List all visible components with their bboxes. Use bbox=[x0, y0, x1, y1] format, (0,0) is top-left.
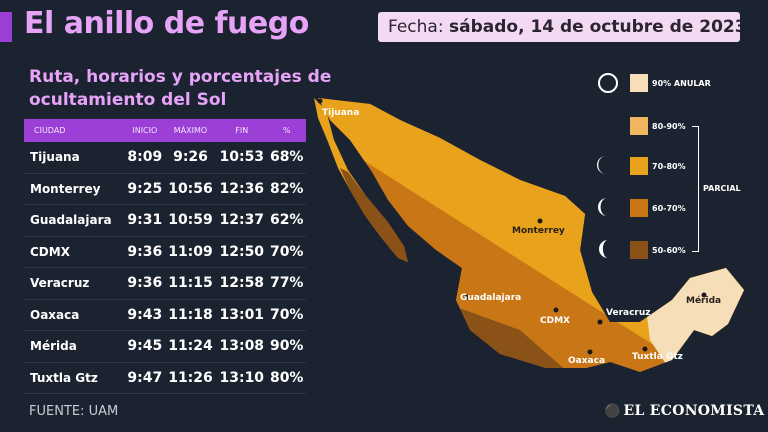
cell-end: 12:36 bbox=[216, 173, 268, 205]
legend-swatch-80-90 bbox=[630, 117, 648, 135]
cell-pct: 82% bbox=[267, 173, 306, 205]
cell-start: 9:25 bbox=[124, 173, 165, 205]
map-label-tuxtla: Tuxtla Gtz bbox=[632, 352, 683, 362]
cell-start: 9:43 bbox=[124, 299, 165, 331]
cell-city: Tijuana bbox=[24, 142, 125, 174]
legend-swatch-60-70 bbox=[630, 199, 648, 217]
legend-swatch-50-60 bbox=[630, 241, 648, 259]
cell-max: 11:09 bbox=[164, 236, 217, 268]
cell-end: 12:37 bbox=[216, 204, 268, 237]
cell-city: Mérida bbox=[24, 330, 125, 363]
cell-start: 9:36 bbox=[124, 236, 165, 268]
cell-pct: 80% bbox=[267, 362, 306, 394]
legend-swatch-70-80 bbox=[630, 157, 648, 175]
cell-start: 9:45 bbox=[124, 330, 165, 363]
cell-pct: 90% bbox=[267, 330, 306, 363]
map-label-oaxaca: Oaxaca bbox=[568, 356, 606, 366]
crescent-icon bbox=[597, 156, 606, 174]
cell-pct: 68% bbox=[267, 142, 306, 174]
table-header-row: CIUDAD INICIO MÁXIMO FIN % bbox=[24, 119, 306, 142]
cell-pct: 70% bbox=[267, 299, 306, 331]
cell-start: 9:47 bbox=[124, 362, 165, 394]
cell-end: 12:58 bbox=[216, 267, 268, 300]
legend-label-70-80: 70-80% bbox=[652, 162, 686, 171]
cell-city: Monterrey bbox=[24, 173, 125, 205]
legend-label-80-90: 80-90% bbox=[652, 122, 686, 131]
legend-swatch-annular bbox=[630, 74, 648, 92]
date-value: sábado, 14 de octubre de 2023 bbox=[448, 17, 740, 37]
subtitle: Ruta, horarios y porcentajes de ocultami… bbox=[29, 67, 332, 110]
cell-start: 8:09 bbox=[124, 142, 165, 174]
cell-start: 9:36 bbox=[124, 267, 165, 300]
table-row: Mérida 9:45 11:24 13:08 90% bbox=[24, 330, 306, 363]
col-header-pct: % bbox=[267, 119, 306, 142]
crescent-icon bbox=[598, 198, 607, 216]
cell-city: Oaxaca bbox=[24, 299, 125, 331]
map-label-monterrey: Monterrey bbox=[512, 226, 565, 236]
col-header-start: INICIO bbox=[124, 119, 165, 142]
eclipse-times-table: CIUDAD INICIO MÁXIMO FIN % Tijuana 8:09 … bbox=[24, 119, 306, 394]
cell-end: 13:08 bbox=[216, 330, 268, 363]
cell-max: 11:15 bbox=[164, 267, 217, 300]
cell-city: CDMX bbox=[24, 236, 125, 268]
table-row: CDMX 9:36 11:09 12:50 70% bbox=[24, 236, 306, 268]
annular-eclipse-icon bbox=[598, 73, 618, 93]
partial-bracket bbox=[692, 126, 699, 252]
map-label-guadalajara: Guadalajara bbox=[460, 293, 522, 303]
cell-end: 13:10 bbox=[216, 362, 268, 394]
table-row: Tijuana 8:09 9:26 10:53 68% bbox=[24, 142, 306, 174]
cell-max: 11:26 bbox=[164, 362, 217, 394]
brand-name: EL ECONOMISTA bbox=[623, 403, 765, 419]
brand-mark-icon: ⚫ bbox=[604, 404, 621, 419]
table-row: Oaxaca 9:43 11:18 13:01 70% bbox=[24, 299, 306, 331]
table-row: Tuxtla Gtz 9:47 11:26 13:10 80% bbox=[24, 362, 306, 394]
cell-end: 13:01 bbox=[216, 299, 268, 331]
legend-label-50-60: 50-60% bbox=[652, 246, 686, 255]
cell-end: 12:50 bbox=[216, 236, 268, 268]
map-label-tijuana: Tijuana bbox=[322, 108, 360, 118]
page-title: El anillo de fuego bbox=[24, 6, 309, 41]
cell-max: 11:18 bbox=[164, 299, 217, 331]
crescent-icon bbox=[597, 116, 605, 134]
cell-city: Veracruz bbox=[24, 267, 125, 300]
table-row: Guadalajara 9:31 10:59 12:37 62% bbox=[24, 204, 306, 237]
col-header-end: FIN bbox=[216, 119, 268, 142]
cell-max: 10:56 bbox=[164, 173, 217, 205]
map-label-veracruz: Veracruz bbox=[606, 308, 651, 318]
map-label-cdmx: CDMX bbox=[540, 316, 570, 326]
col-header-city: CIUDAD bbox=[24, 119, 125, 142]
table-row: Monterrey 9:25 10:56 12:36 82% bbox=[24, 173, 306, 205]
cell-start: 9:31 bbox=[124, 204, 165, 237]
cell-max: 9:26 bbox=[164, 142, 217, 174]
map-label-merida: Mérida bbox=[686, 296, 722, 306]
cell-pct: 77% bbox=[267, 267, 306, 300]
cell-max: 11:24 bbox=[164, 330, 217, 363]
cell-pct: 70% bbox=[267, 236, 306, 268]
crescent-icon bbox=[599, 240, 608, 258]
cell-city: Guadalajara bbox=[24, 204, 125, 237]
cell-max: 10:59 bbox=[164, 204, 217, 237]
date-prefix: Fecha: bbox=[388, 17, 444, 37]
legend-group-partial: PARCIAL bbox=[703, 184, 741, 193]
cell-end: 10:53 bbox=[216, 142, 268, 174]
table-row: Veracruz 9:36 11:15 12:58 77% bbox=[24, 267, 306, 300]
legend-label-annular: 90% ANULAR bbox=[652, 79, 711, 88]
legend-label-60-70: 60-70% bbox=[652, 204, 686, 213]
cell-city: Tuxtla Gtz bbox=[24, 362, 125, 394]
source-note: FUENTE: UAM bbox=[29, 404, 119, 419]
brand-logo: ⚫ EL ECONOMISTA bbox=[604, 403, 764, 419]
cell-pct: 62% bbox=[267, 204, 306, 237]
date-banner: Fecha: sábado, 14 de octubre de 2023 bbox=[378, 12, 740, 42]
title-accent-bar bbox=[0, 12, 12, 42]
col-header-max: MÁXIMO bbox=[164, 119, 217, 142]
